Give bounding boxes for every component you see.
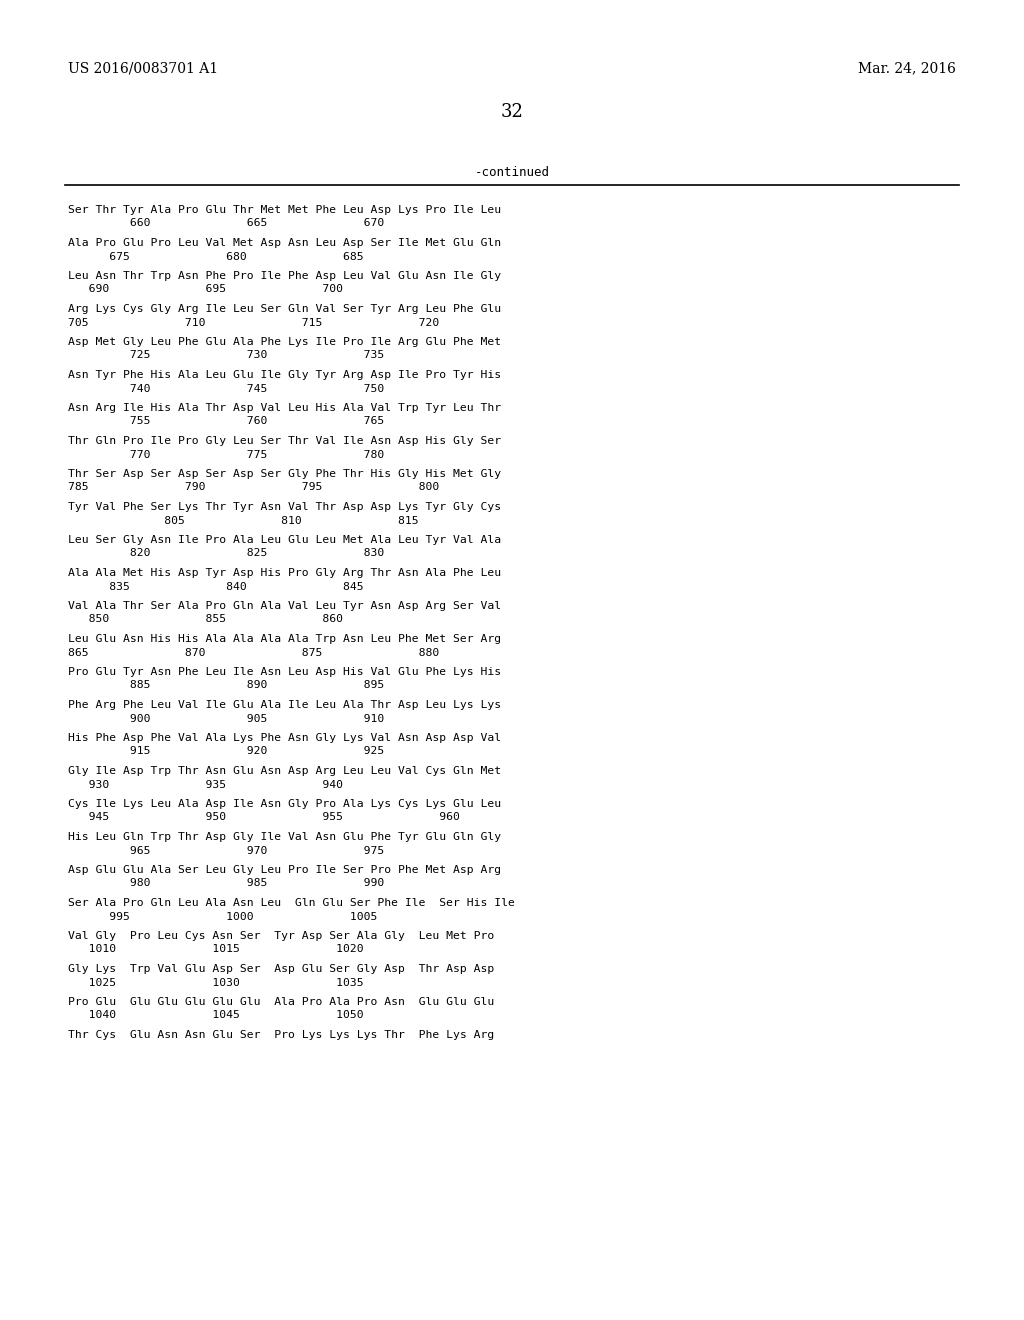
Text: 995              1000              1005: 995 1000 1005 xyxy=(68,912,378,921)
Text: 980              985              990: 980 985 990 xyxy=(68,879,384,888)
Text: 660              665              670: 660 665 670 xyxy=(68,219,384,228)
Text: 740              745              750: 740 745 750 xyxy=(68,384,384,393)
Text: Mar. 24, 2016: Mar. 24, 2016 xyxy=(858,61,956,75)
Text: 755              760              765: 755 760 765 xyxy=(68,417,384,426)
Text: 865              870              875              880: 865 870 875 880 xyxy=(68,648,439,657)
Text: Val Ala Thr Ser Ala Pro Gln Ala Val Leu Tyr Asn Asp Arg Ser Val: Val Ala Thr Ser Ala Pro Gln Ala Val Leu … xyxy=(68,601,501,611)
Text: 785              790              795              800: 785 790 795 800 xyxy=(68,483,439,492)
Text: Val Gly  Pro Leu Cys Asn Ser  Tyr Asp Ser Ala Gly  Leu Met Pro: Val Gly Pro Leu Cys Asn Ser Tyr Asp Ser … xyxy=(68,931,495,941)
Text: Cys Ile Lys Leu Ala Asp Ile Asn Gly Pro Ala Lys Cys Lys Glu Leu: Cys Ile Lys Leu Ala Asp Ile Asn Gly Pro … xyxy=(68,799,501,809)
Text: Arg Lys Cys Gly Arg Ile Leu Ser Gln Val Ser Tyr Arg Leu Phe Glu: Arg Lys Cys Gly Arg Ile Leu Ser Gln Val … xyxy=(68,304,501,314)
Text: 820              825              830: 820 825 830 xyxy=(68,549,384,558)
Text: 945              950              955              960: 945 950 955 960 xyxy=(68,813,460,822)
Text: 1040              1045              1050: 1040 1045 1050 xyxy=(68,1011,364,1020)
Text: 690              695              700: 690 695 700 xyxy=(68,285,343,294)
Text: Leu Asn Thr Trp Asn Phe Pro Ile Phe Asp Leu Val Glu Asn Ile Gly: Leu Asn Thr Trp Asn Phe Pro Ile Phe Asp … xyxy=(68,271,501,281)
Text: 965              970              975: 965 970 975 xyxy=(68,846,384,855)
Text: Asp Glu Glu Ala Ser Leu Gly Leu Pro Ile Ser Pro Phe Met Asp Arg: Asp Glu Glu Ala Ser Leu Gly Leu Pro Ile … xyxy=(68,865,501,875)
Text: 705              710              715              720: 705 710 715 720 xyxy=(68,318,439,327)
Text: Asn Arg Ile His Ala Thr Asp Val Leu His Ala Val Trp Tyr Leu Thr: Asn Arg Ile His Ala Thr Asp Val Leu His … xyxy=(68,403,501,413)
Text: Pro Glu Tyr Asn Phe Leu Ile Asn Leu Asp His Val Glu Phe Lys His: Pro Glu Tyr Asn Phe Leu Ile Asn Leu Asp … xyxy=(68,667,501,677)
Text: US 2016/0083701 A1: US 2016/0083701 A1 xyxy=(68,61,218,75)
Text: Pro Glu  Glu Glu Glu Glu Glu  Ala Pro Ala Pro Asn  Glu Glu Glu: Pro Glu Glu Glu Glu Glu Glu Ala Pro Ala … xyxy=(68,997,495,1007)
Text: 32: 32 xyxy=(501,103,523,121)
Text: -continued: -continued xyxy=(474,165,550,178)
Text: Leu Glu Asn His His Ala Ala Ala Ala Trp Asn Leu Phe Met Ser Arg: Leu Glu Asn His His Ala Ala Ala Ala Trp … xyxy=(68,634,501,644)
Text: Leu Ser Gly Asn Ile Pro Ala Leu Glu Leu Met Ala Leu Tyr Val Ala: Leu Ser Gly Asn Ile Pro Ala Leu Glu Leu … xyxy=(68,535,501,545)
Text: 1025              1030              1035: 1025 1030 1035 xyxy=(68,978,364,987)
Text: 930              935              940: 930 935 940 xyxy=(68,780,343,789)
Text: 915              920              925: 915 920 925 xyxy=(68,747,384,756)
Text: 725              730              735: 725 730 735 xyxy=(68,351,384,360)
Text: 770              775              780: 770 775 780 xyxy=(68,450,384,459)
Text: Thr Ser Asp Ser Asp Ser Asp Ser Gly Phe Thr His Gly His Met Gly: Thr Ser Asp Ser Asp Ser Asp Ser Gly Phe … xyxy=(68,469,501,479)
Text: 850              855              860: 850 855 860 xyxy=(68,615,343,624)
Text: Thr Cys  Glu Asn Asn Glu Ser  Pro Lys Lys Lys Thr  Phe Lys Arg: Thr Cys Glu Asn Asn Glu Ser Pro Lys Lys … xyxy=(68,1030,495,1040)
Text: 805              810              815: 805 810 815 xyxy=(68,516,419,525)
Text: Ala Pro Glu Pro Leu Val Met Asp Asn Leu Asp Ser Ile Met Glu Gln: Ala Pro Glu Pro Leu Val Met Asp Asn Leu … xyxy=(68,238,501,248)
Text: 675              680              685: 675 680 685 xyxy=(68,252,364,261)
Text: Ser Ala Pro Gln Leu Ala Asn Leu  Gln Glu Ser Phe Ile  Ser His Ile: Ser Ala Pro Gln Leu Ala Asn Leu Gln Glu … xyxy=(68,898,515,908)
Text: 1010              1015              1020: 1010 1015 1020 xyxy=(68,945,364,954)
Text: Ala Ala Met His Asp Tyr Asp His Pro Gly Arg Thr Asn Ala Phe Leu: Ala Ala Met His Asp Tyr Asp His Pro Gly … xyxy=(68,568,501,578)
Text: Ser Thr Tyr Ala Pro Glu Thr Met Met Phe Leu Asp Lys Pro Ile Leu: Ser Thr Tyr Ala Pro Glu Thr Met Met Phe … xyxy=(68,205,501,215)
Text: Gly Ile Asp Trp Thr Asn Glu Asn Asp Arg Leu Leu Val Cys Gln Met: Gly Ile Asp Trp Thr Asn Glu Asn Asp Arg … xyxy=(68,766,501,776)
Text: Tyr Val Phe Ser Lys Thr Tyr Asn Val Thr Asp Asp Lys Tyr Gly Cys: Tyr Val Phe Ser Lys Thr Tyr Asn Val Thr … xyxy=(68,502,501,512)
Text: Asp Met Gly Leu Phe Glu Ala Phe Lys Ile Pro Ile Arg Glu Phe Met: Asp Met Gly Leu Phe Glu Ala Phe Lys Ile … xyxy=(68,337,501,347)
Text: His Leu Gln Trp Thr Asp Gly Ile Val Asn Glu Phe Tyr Glu Gln Gly: His Leu Gln Trp Thr Asp Gly Ile Val Asn … xyxy=(68,832,501,842)
Text: 885              890              895: 885 890 895 xyxy=(68,681,384,690)
Text: His Phe Asp Phe Val Ala Lys Phe Asn Gly Lys Val Asn Asp Asp Val: His Phe Asp Phe Val Ala Lys Phe Asn Gly … xyxy=(68,733,501,743)
Text: Gly Lys  Trp Val Glu Asp Ser  Asp Glu Ser Gly Asp  Thr Asp Asp: Gly Lys Trp Val Glu Asp Ser Asp Glu Ser … xyxy=(68,964,495,974)
Text: Phe Arg Phe Leu Val Ile Glu Ala Ile Leu Ala Thr Asp Leu Lys Lys: Phe Arg Phe Leu Val Ile Glu Ala Ile Leu … xyxy=(68,700,501,710)
Text: 835              840              845: 835 840 845 xyxy=(68,582,364,591)
Text: 900              905              910: 900 905 910 xyxy=(68,714,384,723)
Text: Thr Gln Pro Ile Pro Gly Leu Ser Thr Val Ile Asn Asp His Gly Ser: Thr Gln Pro Ile Pro Gly Leu Ser Thr Val … xyxy=(68,436,501,446)
Text: Asn Tyr Phe His Ala Leu Glu Ile Gly Tyr Arg Asp Ile Pro Tyr His: Asn Tyr Phe His Ala Leu Glu Ile Gly Tyr … xyxy=(68,370,501,380)
